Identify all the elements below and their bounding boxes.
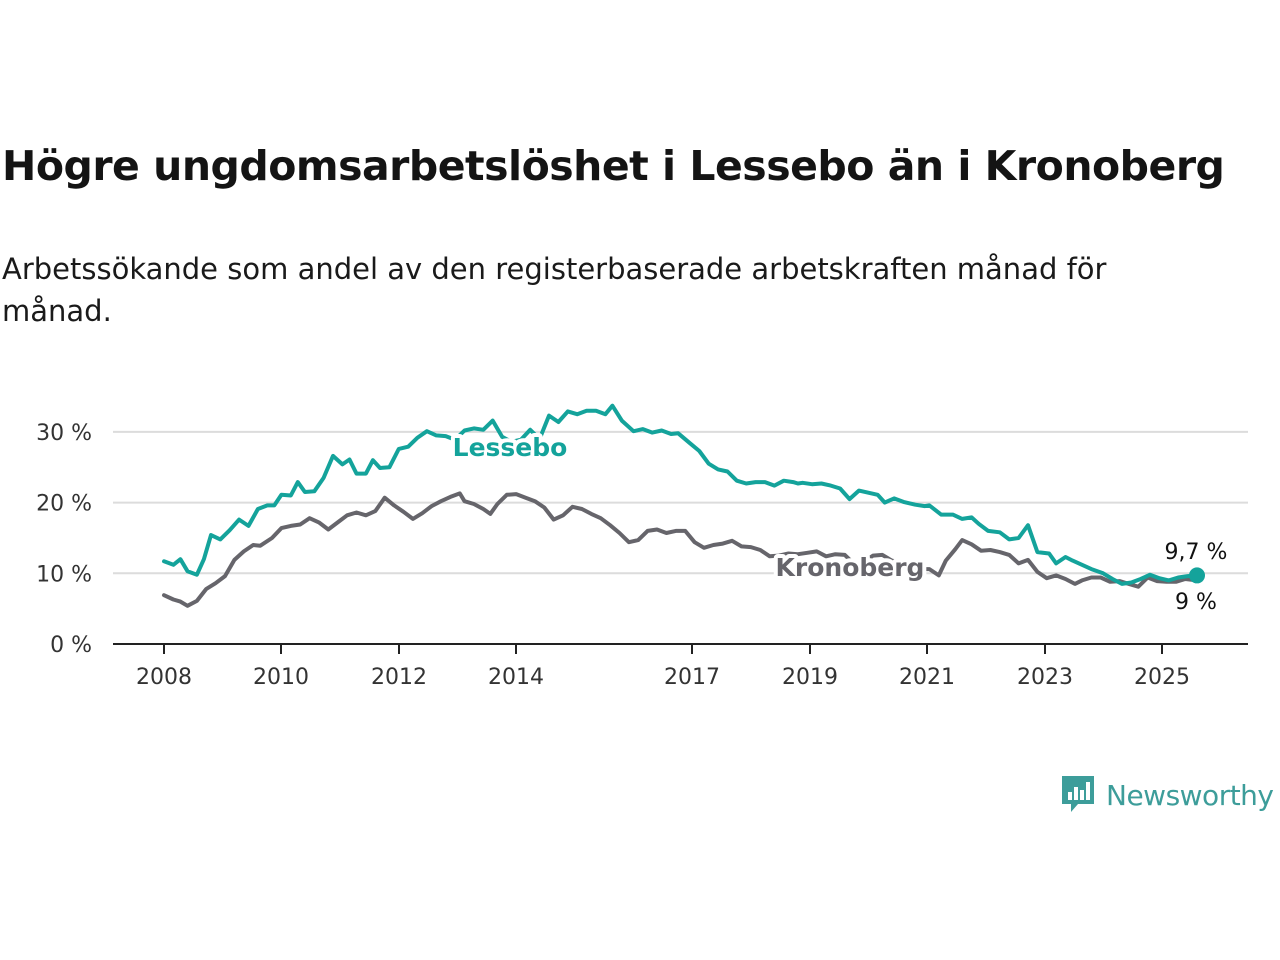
brand-name: Newsworthy (1106, 778, 1274, 812)
x-tick-label: 2008 (136, 665, 192, 690)
end-label-kronoberg: 9 % (1175, 590, 1217, 615)
x-tick-label: 2025 (1134, 665, 1190, 690)
y-tick-label: 10 % (36, 562, 92, 587)
x-tick-label: 2012 (371, 665, 427, 690)
x-tick-label: 2017 (664, 665, 720, 690)
newsworthy-logo: Newsworthy (1060, 774, 1274, 816)
series-label-lessebo: Lessebo (453, 433, 568, 462)
y-axis-ticks: 0 % 10 % 20 % 30 % (36, 421, 92, 658)
x-axis-ticks: 2008 2010 2012 2014 2017 2019 2021 2023 2025 (136, 644, 1190, 690)
y-tick-label: 20 % (36, 492, 92, 517)
end-label-lessebo: 9,7 % (1165, 540, 1228, 565)
series-line-kronoberg (162, 491, 1199, 608)
chart-subtitle: Arbetssökande som andel av den registerb… (2, 252, 1107, 328)
series-line-lessebo (162, 403, 1199, 586)
x-tick-label: 2010 (253, 665, 309, 690)
x-tick-label: 2023 (1017, 665, 1073, 690)
gridlines (113, 430, 1248, 575)
series-labels: Lessebo Kronoberg 9,7 % 9 % (449, 429, 1228, 615)
series (162, 403, 1199, 608)
chart-title: Högre ungdomsarbetslöshet i Lessebo än i… (2, 142, 1225, 190)
y-tick-label: 0 % (50, 633, 92, 658)
series-label-kronoberg: Kronoberg (776, 553, 925, 582)
y-tick-label: 30 % (36, 421, 92, 446)
x-tick-label: 2021 (899, 665, 955, 690)
x-tick-label: 2014 (488, 665, 544, 690)
x-tick-label: 2019 (782, 665, 838, 690)
line-chart: 0 % 10 % 20 % 30 % 2008 2010 2012 2014 2017 2019… (36, 403, 1248, 690)
end-point-lessebo (1189, 567, 1205, 584)
newsworthy-logo-icon (1062, 776, 1094, 812)
